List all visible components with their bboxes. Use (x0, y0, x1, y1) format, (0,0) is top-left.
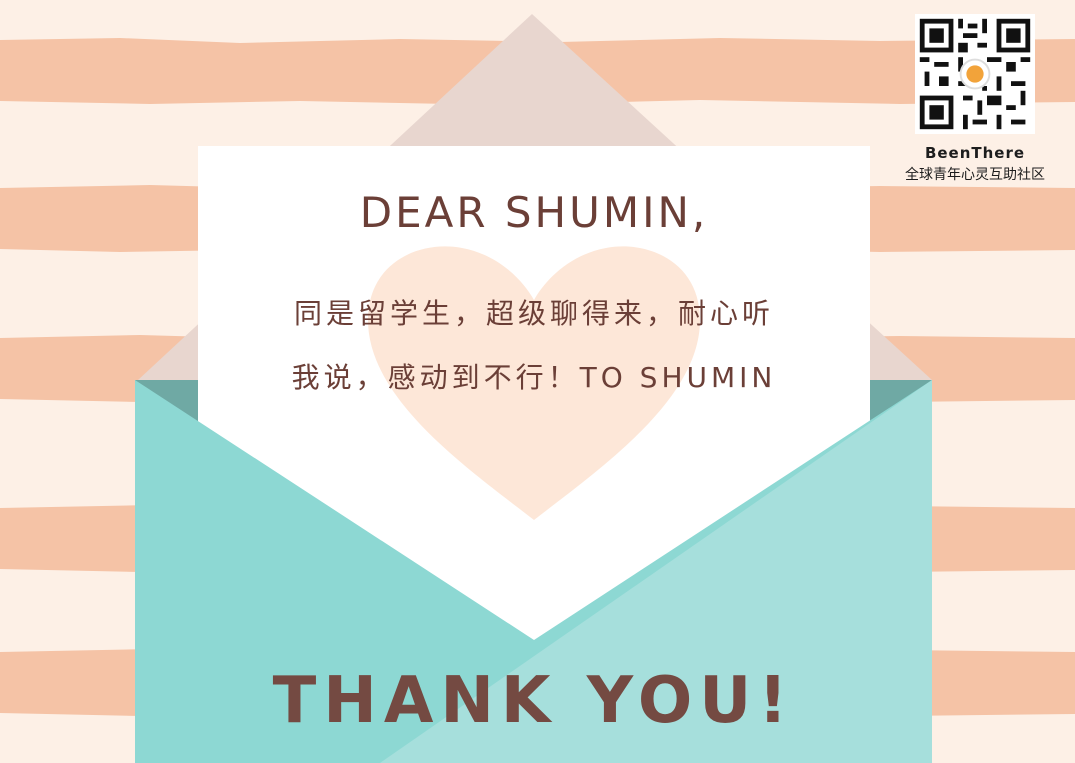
greeting: DEAR SHUMIN, (359, 188, 709, 237)
brand-name: BeenThere (924, 144, 1026, 162)
envelope-right-panel (380, 380, 932, 763)
brand-block: BeenThere 全球青年心灵互助社区 (880, 14, 1070, 184)
message-line-2: 我说，感动到不行！TO SHUMIN (291, 361, 777, 394)
thank-you-heading: THANK YOU! (272, 664, 795, 738)
message-line-1: 同是留学生，超级聊得来，耐心听 (293, 297, 774, 330)
heart-shape (368, 246, 700, 520)
brand-tagline: 全球青年心灵互助社区 (905, 167, 1045, 183)
qr-code-icon[interactable] (915, 14, 1035, 134)
